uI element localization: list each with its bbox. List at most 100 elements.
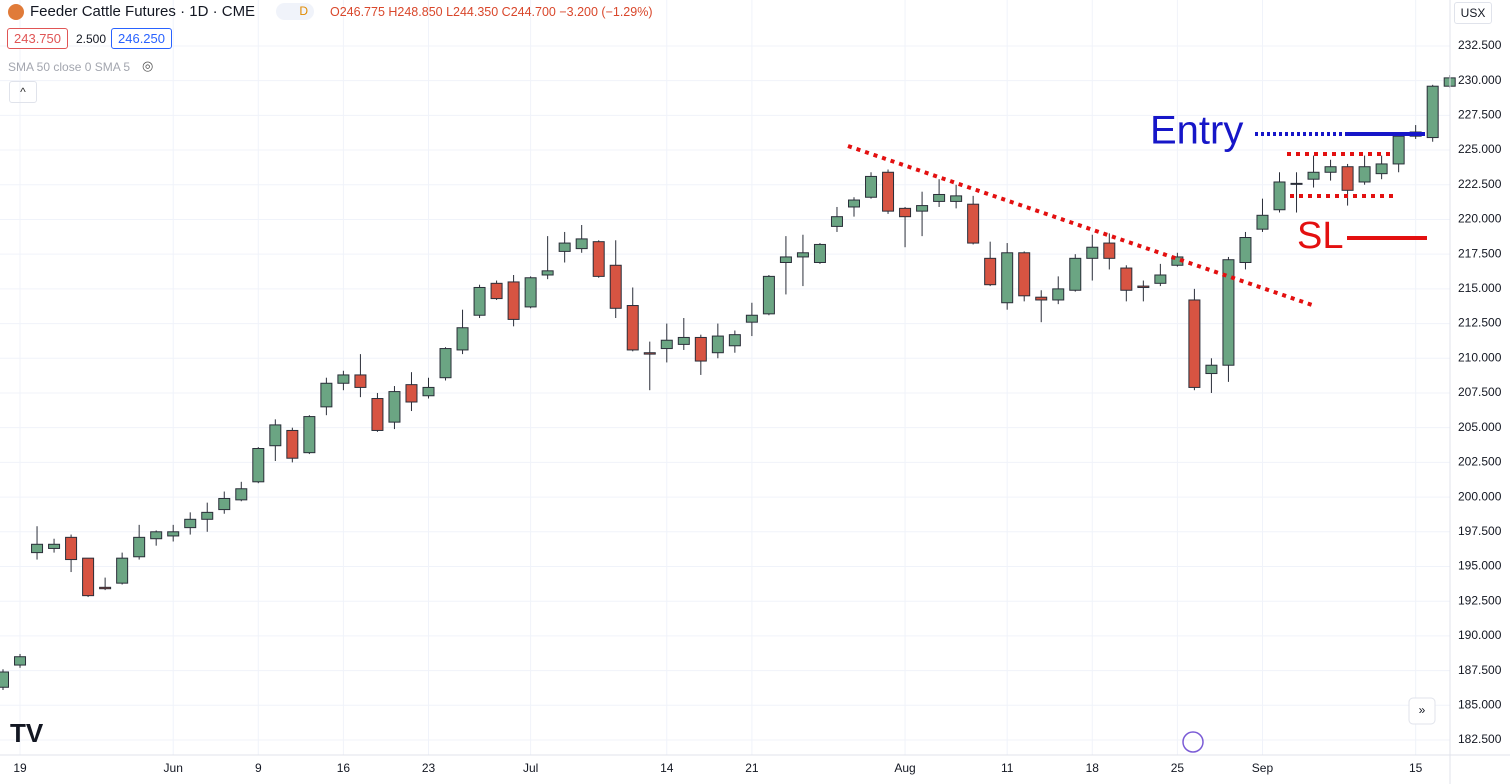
candle-body bbox=[1154, 274, 1167, 284]
candle-body bbox=[626, 305, 639, 351]
y-tick-label: 207.500 bbox=[1458, 385, 1502, 399]
candle-body bbox=[1222, 259, 1235, 366]
candle-body bbox=[882, 171, 895, 212]
candle-body bbox=[796, 252, 809, 258]
candle-body bbox=[1035, 296, 1048, 301]
candle-body bbox=[388, 391, 401, 423]
x-tick-label: Aug bbox=[894, 761, 915, 775]
y-tick-label: 230.000 bbox=[1458, 73, 1502, 87]
axes: 182.500 185.000 187.500 190.000 192.500 195.0… bbox=[13, 38, 1501, 775]
x-tick-label: Jul bbox=[523, 761, 538, 775]
y-tick-label: 185.000 bbox=[1458, 697, 1502, 711]
y-tick-label: 190.000 bbox=[1458, 628, 1502, 642]
candle-body bbox=[167, 531, 180, 537]
x-tick-label: 23 bbox=[422, 761, 436, 775]
trendline bbox=[847, 144, 1316, 308]
candle-body bbox=[133, 536, 146, 558]
ohlc-values: O246.775 H248.850 L244.350 C244.700 −3.2… bbox=[330, 5, 653, 19]
x-tick-label: Sep bbox=[1252, 761, 1274, 775]
candle-body bbox=[82, 557, 95, 597]
candle-body bbox=[694, 336, 707, 362]
candle-body bbox=[1103, 242, 1116, 259]
candle-body bbox=[218, 497, 231, 511]
ask-button[interactable]: 246.250 bbox=[111, 28, 172, 49]
y-tick-label: 225.000 bbox=[1458, 142, 1502, 156]
candle-body bbox=[1290, 182, 1303, 185]
candle-body bbox=[677, 336, 690, 345]
candle-body bbox=[524, 277, 537, 308]
candle-body bbox=[1239, 237, 1252, 263]
x-tick-label: 25 bbox=[1171, 761, 1185, 775]
x-tick-label: 15 bbox=[1409, 761, 1423, 775]
candle-body bbox=[184, 518, 197, 529]
symbol-icon bbox=[8, 4, 24, 20]
x-tick-label: 14 bbox=[660, 761, 674, 775]
candle-body bbox=[1052, 288, 1065, 301]
candle-body bbox=[439, 348, 452, 379]
candle-body bbox=[813, 243, 826, 263]
y-tick-label: 192.500 bbox=[1458, 593, 1502, 607]
candle-body bbox=[1392, 135, 1405, 165]
candle-body bbox=[967, 203, 980, 244]
candle-body bbox=[286, 429, 299, 459]
status-badge: D bbox=[276, 3, 314, 20]
candle-body bbox=[320, 382, 333, 408]
candle-body bbox=[1069, 257, 1082, 291]
indicator-legend[interactable]: SMA 50 close 0 SMA 5 bbox=[8, 60, 131, 74]
candle-body bbox=[848, 199, 860, 208]
currency-button[interactable]: USX bbox=[1454, 2, 1492, 24]
candle-body bbox=[14, 656, 27, 666]
y-tick-label: 195.000 bbox=[1458, 559, 1502, 573]
y-tick-label: 205.000 bbox=[1458, 420, 1502, 434]
candle-body bbox=[779, 256, 792, 263]
candle-body bbox=[609, 264, 622, 309]
candle-body bbox=[660, 339, 673, 350]
collapse-button[interactable]: ^ bbox=[9, 81, 37, 103]
y-tick-label: 197.500 bbox=[1458, 524, 1502, 538]
y-tick-label: 215.000 bbox=[1458, 281, 1502, 295]
candle-body bbox=[1188, 299, 1201, 388]
symbol-title[interactable]: Feeder Cattle Futures · 1D · CME bbox=[30, 3, 256, 20]
y-tick-label: 212.500 bbox=[1458, 316, 1502, 330]
candle-body bbox=[1273, 181, 1286, 211]
candle-body bbox=[1018, 252, 1031, 297]
candle-body bbox=[830, 216, 843, 227]
candle-body bbox=[48, 543, 61, 549]
candle-body bbox=[371, 398, 384, 431]
candle-body bbox=[0, 671, 9, 688]
candle-body bbox=[762, 275, 775, 315]
event-icon[interactable] bbox=[1182, 731, 1204, 753]
y-tick-label: 217.500 bbox=[1458, 246, 1502, 260]
candle-body bbox=[916, 205, 929, 212]
logo: TV bbox=[10, 718, 44, 748]
candle-body bbox=[711, 335, 724, 354]
candle-body bbox=[1341, 166, 1354, 191]
candle-body bbox=[1358, 166, 1371, 183]
x-tick-label: 16 bbox=[337, 761, 351, 775]
candle-body bbox=[337, 374, 350, 384]
scroll-button[interactable] bbox=[1408, 697, 1436, 725]
bid-button[interactable]: 243.750 bbox=[7, 28, 68, 49]
entry-label: Entry bbox=[1150, 109, 1243, 153]
candle-body bbox=[575, 238, 588, 250]
x-tick-label: 21 bbox=[745, 761, 759, 775]
x-tick-label: 18 bbox=[1086, 761, 1100, 775]
candle-body bbox=[933, 193, 946, 202]
x-tick-label: 9 bbox=[255, 761, 262, 775]
stop-label: SL bbox=[1297, 215, 1343, 257]
y-tick-label: 182.500 bbox=[1458, 732, 1502, 746]
candle-body bbox=[865, 175, 878, 198]
candle-body bbox=[405, 384, 418, 403]
y-tick-label: 210.000 bbox=[1458, 350, 1502, 364]
visibility-icon[interactable]: ◎ bbox=[142, 58, 154, 73]
candle-body bbox=[1137, 285, 1150, 288]
candle-body bbox=[303, 416, 316, 454]
candle-body bbox=[592, 241, 605, 277]
candle-body bbox=[1001, 252, 1014, 304]
candle-body bbox=[269, 424, 282, 447]
x-tick-label: 11 bbox=[1001, 761, 1014, 775]
candle-body bbox=[490, 282, 503, 300]
y-tick-label: 202.500 bbox=[1458, 455, 1502, 469]
